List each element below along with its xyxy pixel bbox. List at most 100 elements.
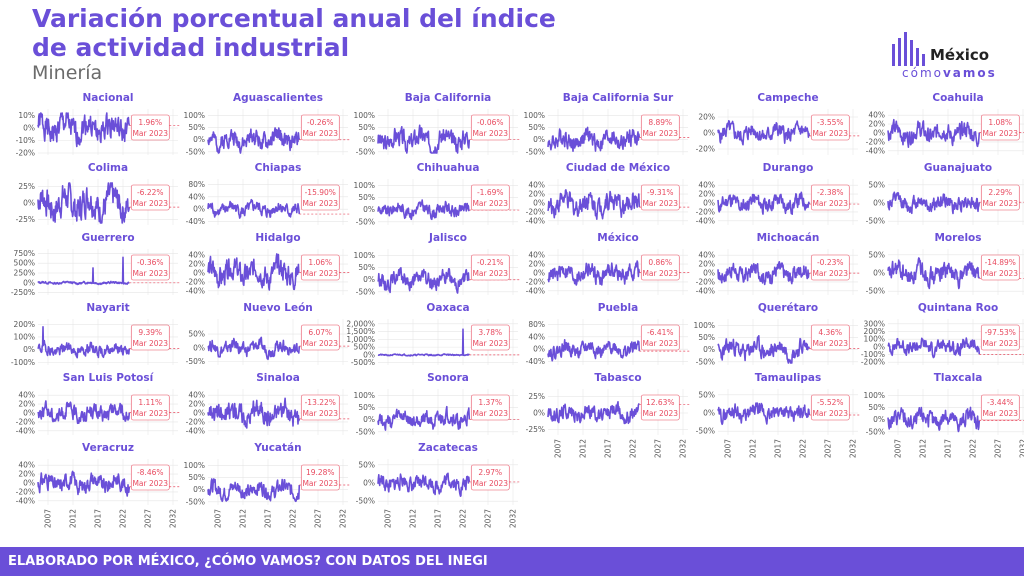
y-tick-label: 250% [14, 269, 35, 278]
series-line [37, 325, 131, 359]
y-tick-label: -40% [186, 426, 205, 435]
panel-title: Tamaulipas [755, 372, 821, 384]
value-date: Mar 2023 [982, 409, 1018, 418]
y-tick-label: 0% [23, 479, 35, 488]
logo-brand: México [930, 46, 990, 64]
panel-hidalgo: Hidalgo 40%20%0%-20%-40% 1.06% Mar 2023 [186, 232, 350, 295]
panel-tabasco: Tabasco 25% 0% -25% 2007 2012 2017 2022 2027 2032… [526, 372, 690, 458]
panel-title: San Luis Potosí [63, 372, 155, 384]
series-line [207, 127, 301, 154]
y-tick-label: -40% [526, 286, 545, 295]
panel-title: Jalisco [428, 232, 467, 244]
y-tick-label: 0% [23, 199, 35, 208]
value-label-box [980, 324, 1020, 351]
series-line [377, 472, 471, 498]
value-label-box [130, 324, 170, 351]
value-label-box [470, 254, 510, 281]
y-tick-label: 0% [363, 275, 375, 284]
y-tick-label: 750% [14, 249, 35, 258]
series-line [377, 328, 470, 357]
panel-colima: Colima 25% 0% -25% -6.22% Mar 2023 [16, 162, 180, 225]
value-label-box [810, 254, 850, 281]
value-date: Mar 2023 [302, 269, 338, 278]
y-tick-label: 200% [864, 327, 885, 336]
x-tick-label: 2007 [894, 439, 903, 458]
series-line [207, 336, 301, 361]
value-label: 1.96% [138, 118, 162, 127]
value-label: 12.63% [646, 398, 675, 407]
value-label-box [810, 394, 850, 421]
y-tick-label: 20% [528, 260, 545, 269]
series-line [717, 120, 811, 146]
logo-tag-light: cómo [902, 66, 943, 80]
series-line [37, 112, 131, 148]
panel-title: Guerrero [81, 232, 134, 244]
value-label-box [980, 184, 1020, 211]
value-label-box [130, 394, 170, 421]
panel-title: Querétaro [758, 302, 818, 314]
y-tick-label: 80% [188, 180, 205, 189]
value-label: -14.89% [985, 258, 1016, 267]
y-tick-label: -50% [866, 427, 885, 436]
y-tick-label: -20% [16, 417, 35, 426]
series-line [547, 338, 641, 362]
value-label-box [300, 114, 340, 141]
panel-nuevo-le-n: Nuevo León 50% 0% -50% 6.07% Mar 2023 [186, 302, 350, 366]
y-tick-label: 50% [188, 123, 205, 132]
panel-nacional: Nacional 10% 0% -10% -20% 1.96% Mar 2023 [16, 92, 180, 158]
panel-title: Yucatán [253, 442, 301, 454]
value-label-box [470, 464, 510, 491]
value-date: Mar 2023 [812, 199, 848, 208]
y-tick-label: 20% [868, 120, 885, 129]
x-tick-label: 2012 [409, 509, 418, 528]
y-tick-label: -50% [356, 287, 375, 296]
x-tick-label: 2017 [434, 509, 443, 528]
panel-title: Tlaxcala [934, 372, 983, 384]
y-tick-label: 0% [363, 205, 375, 214]
value-label: 9.39% [138, 328, 162, 337]
series-line [207, 397, 301, 429]
x-tick-label: 2027 [314, 509, 323, 528]
value-label: -0.21% [477, 258, 504, 267]
y-tick-label: 2,000% [346, 319, 375, 328]
panel-title: Puebla [598, 302, 639, 314]
value-date: Mar 2023 [472, 479, 508, 488]
y-tick-label: 0% [363, 135, 375, 144]
y-tick-label: 10% [18, 111, 35, 120]
panel-baja-california: Baja California 100% 50% 0% -50% -0.06% Mar 20… [354, 92, 520, 156]
y-tick-label: 40% [188, 251, 205, 260]
value-label: -15.90% [305, 188, 336, 197]
y-tick-label: 20% [698, 260, 715, 269]
panel-title: Sinaloa [256, 372, 300, 384]
value-label-box [300, 324, 340, 351]
y-tick-label: 40% [528, 251, 545, 260]
y-tick-label: 0% [193, 135, 205, 144]
panel-title: Morelos [934, 232, 981, 244]
value-label-box [470, 394, 510, 421]
logo-bars-icon [892, 26, 932, 66]
panel-aguascalientes: Aguascalientes 100% 50% 0% -50% -0.26% Mar 202… [184, 92, 350, 156]
series-line [37, 470, 131, 497]
value-label-box [300, 254, 340, 281]
y-tick-label: -40% [526, 216, 545, 225]
y-tick-label: 0% [363, 415, 375, 424]
logo-tag-bold: vamos [942, 66, 997, 80]
x-tick-label: 2027 [484, 509, 493, 528]
x-tick-label: 2027 [824, 439, 833, 458]
x-tick-label: 2012 [69, 509, 78, 528]
y-tick-label: 40% [698, 251, 715, 260]
mexico-como-vamos-logo: México cómovamos [892, 24, 1004, 84]
series-line [377, 266, 470, 294]
panel-title: Durango [763, 162, 814, 174]
value-date: Mar 2023 [132, 339, 168, 348]
x-tick-label: 2027 [994, 439, 1003, 458]
x-tick-label: 2017 [264, 509, 273, 528]
y-tick-label: 100% [184, 461, 205, 470]
y-tick-label: 0% [193, 485, 205, 494]
value-label: -0.23% [817, 258, 844, 267]
value-date: Mar 2023 [132, 129, 168, 138]
y-tick-label: 1,500% [346, 327, 375, 336]
y-tick-label: -50% [356, 427, 375, 436]
y-tick-label: 0% [363, 350, 375, 359]
value-date: Mar 2023 [642, 409, 678, 418]
